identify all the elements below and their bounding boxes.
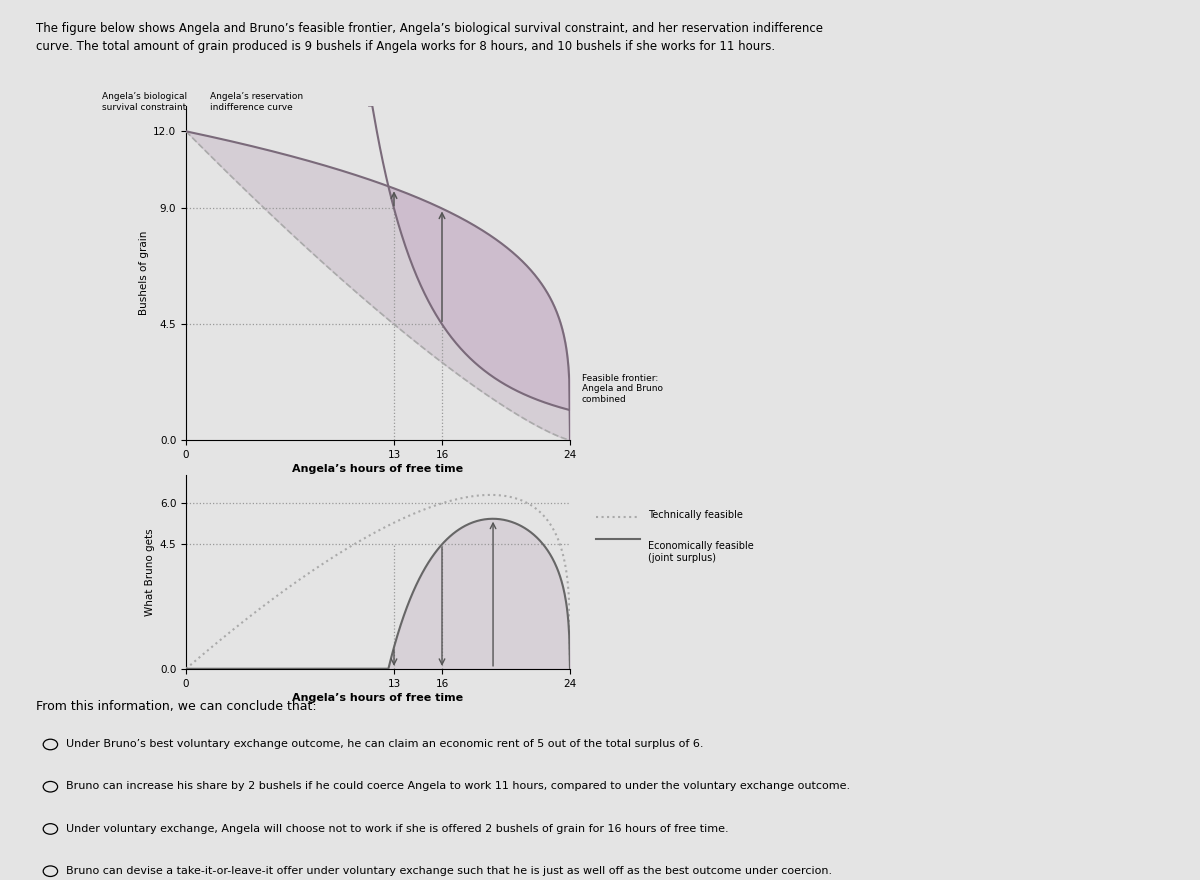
X-axis label: Angela’s hours of free time: Angela’s hours of free time <box>293 693 463 703</box>
X-axis label: Angela’s hours of free time: Angela’s hours of free time <box>293 464 463 474</box>
Y-axis label: What Bruno gets: What Bruno gets <box>145 528 156 616</box>
Text: Under Bruno’s best voluntary exchange outcome, he can claim an economic rent of : Under Bruno’s best voluntary exchange ou… <box>66 739 703 749</box>
Text: Bruno can devise a take-it-or-leave-it offer under voluntary exchange such that : Bruno can devise a take-it-or-leave-it o… <box>66 866 832 876</box>
Text: curve. The total amount of grain produced is 9 bushels if Angela works for 8 hou: curve. The total amount of grain produce… <box>36 40 775 53</box>
Text: Economically feasible
(joint surplus): Economically feasible (joint surplus) <box>648 541 754 563</box>
Text: The figure below shows Angela and Bruno’s feasible frontier, Angela’s biological: The figure below shows Angela and Bruno’… <box>36 22 823 35</box>
Text: Technically feasible: Technically feasible <box>648 510 743 520</box>
Text: Bruno can increase his share by 2 bushels if he could coerce Angela to work 11 h: Bruno can increase his share by 2 bushel… <box>66 781 850 791</box>
Text: From this information, we can conclude that:: From this information, we can conclude t… <box>36 700 317 713</box>
Text: Under voluntary exchange, Angela will choose not to work if she is offered 2 bus: Under voluntary exchange, Angela will ch… <box>66 824 728 833</box>
Y-axis label: Bushels of grain: Bushels of grain <box>139 231 149 315</box>
Text: Feasible frontier:
Angela and Bruno
combined: Feasible frontier: Angela and Bruno comb… <box>582 374 662 404</box>
Text: Angela’s biological
survival constraint: Angela’s biological survival constraint <box>102 92 187 112</box>
Text: Angela’s reservation
indifference curve: Angela’s reservation indifference curve <box>210 92 304 112</box>
